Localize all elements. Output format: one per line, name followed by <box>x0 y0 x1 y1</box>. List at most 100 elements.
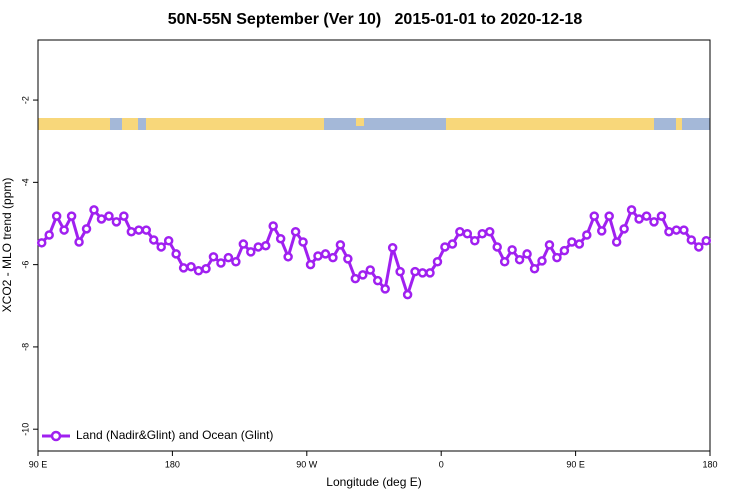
data-point <box>507 245 517 255</box>
data-point <box>425 268 435 278</box>
data-point <box>649 217 659 227</box>
data-point <box>119 211 129 221</box>
data-point <box>201 263 211 274</box>
data-point <box>313 251 323 261</box>
data-point <box>260 240 271 251</box>
data-point <box>238 239 249 249</box>
y-tick-label: -6 <box>20 261 30 269</box>
plot-frame <box>37 39 711 452</box>
data-point <box>410 266 420 277</box>
data-point <box>350 273 361 284</box>
data-point <box>59 225 69 235</box>
data-point <box>36 238 47 248</box>
data-point <box>372 275 383 286</box>
data-point <box>253 242 264 252</box>
data-point <box>537 256 547 266</box>
data-point <box>171 249 181 259</box>
data-point <box>559 245 570 256</box>
data-point <box>462 229 473 239</box>
data-point <box>343 254 353 264</box>
data-point <box>141 225 152 235</box>
data-point <box>395 266 405 277</box>
data-point <box>604 211 614 221</box>
data-point <box>246 247 256 257</box>
data-point <box>477 229 488 239</box>
data-point <box>574 239 585 249</box>
data-point <box>74 237 84 247</box>
data-point <box>223 252 234 263</box>
data-point <box>358 270 368 280</box>
data-point <box>455 226 465 237</box>
y-tick-label: -8 <box>20 343 30 351</box>
data-point <box>305 259 316 270</box>
data-point <box>664 226 674 237</box>
data-point <box>671 225 682 235</box>
x-tick-label: 90 E <box>566 459 585 469</box>
data-point <box>216 258 226 268</box>
data-point <box>694 242 704 252</box>
legend-marker <box>50 430 62 442</box>
data-point <box>380 284 390 294</box>
data-point <box>365 265 376 275</box>
data-point <box>387 243 398 253</box>
chart-title: 50N-55N September (Ver 10) 2015-01-01 to… <box>168 11 583 28</box>
map-strip <box>38 118 710 130</box>
data-point <box>89 205 99 215</box>
data-point <box>156 242 166 252</box>
x-tick-label: 0 <box>439 459 444 469</box>
data-point <box>268 221 278 231</box>
data-point <box>567 237 577 247</box>
x-tick-label: 180 <box>702 459 717 469</box>
data-point <box>44 230 54 240</box>
data-point <box>544 240 555 250</box>
y-axis-label: XCO2 - MLO trend (ppm) <box>0 178 14 313</box>
data-point <box>417 268 428 278</box>
data-point <box>148 235 159 245</box>
data-point <box>193 266 204 276</box>
data-point <box>701 236 712 246</box>
data-point <box>440 242 450 252</box>
data-point <box>231 257 241 267</box>
data-point <box>66 211 77 221</box>
x-tick-label: 180 <box>165 459 180 469</box>
data-point <box>634 214 644 224</box>
data-point <box>514 254 525 265</box>
data-point <box>432 257 443 267</box>
data-point <box>208 252 219 262</box>
x-tick-label: 90 E <box>29 459 48 469</box>
data-point <box>492 242 502 252</box>
x-tick-label: 90 W <box>296 459 318 469</box>
data-point <box>283 252 293 262</box>
data-point <box>402 289 413 300</box>
data-point <box>447 239 458 249</box>
data-point <box>96 214 107 224</box>
data-point <box>596 226 607 236</box>
data-point <box>686 235 697 245</box>
data-point <box>484 226 495 237</box>
data-point <box>328 252 338 263</box>
data-point <box>335 240 346 250</box>
data-point <box>111 217 122 227</box>
data-point <box>611 237 622 247</box>
data-point <box>290 226 301 237</box>
data-point <box>104 211 114 221</box>
y-tick-label: -10 <box>20 423 30 436</box>
y-tick-label: -2 <box>20 96 30 104</box>
data-point <box>81 224 92 234</box>
legend-label: Land (Nadir&Glint) and Ocean (Glint) <box>76 428 273 442</box>
data-point <box>298 237 308 247</box>
data-point <box>178 263 189 273</box>
data-point <box>626 205 637 215</box>
data-point <box>126 226 137 237</box>
data-point <box>582 230 592 240</box>
data-point <box>320 249 331 259</box>
data-point <box>499 257 510 267</box>
data-point <box>522 249 532 259</box>
data-point <box>529 263 540 274</box>
data-point <box>134 225 144 235</box>
data-point <box>552 252 562 263</box>
data-point <box>589 211 600 221</box>
data-point <box>186 261 196 272</box>
data-point <box>275 233 286 244</box>
